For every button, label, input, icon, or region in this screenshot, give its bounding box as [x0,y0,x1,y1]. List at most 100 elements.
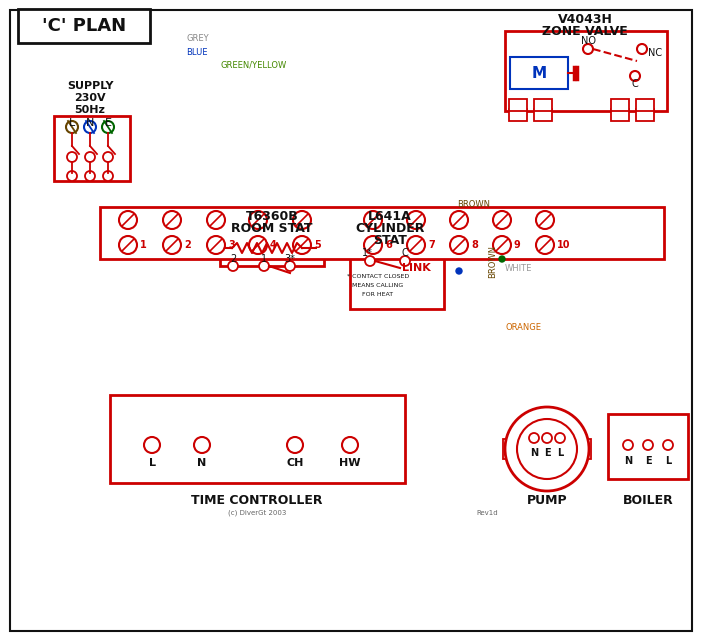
Text: 10: 10 [557,240,571,250]
Text: 8: 8 [471,240,478,250]
Text: 1: 1 [261,254,267,264]
Circle shape [66,121,78,133]
Text: TIME CONTROLLER: TIME CONTROLLER [191,494,323,508]
Text: 9: 9 [514,240,521,250]
Bar [534,109,552,121]
Bar [509,109,527,121]
Circle shape [407,236,425,254]
Bar [110,395,405,483]
Text: HW: HW [339,458,361,468]
Circle shape [293,211,311,229]
Bar [611,109,629,121]
Text: N: N [197,458,206,468]
Circle shape [103,171,113,181]
Circle shape [583,44,593,54]
Text: 2: 2 [230,254,236,264]
Circle shape [67,152,77,162]
Circle shape [450,236,468,254]
Text: C: C [632,79,638,89]
Text: * CONTACT CLOSED: * CONTACT CLOSED [347,274,409,278]
Text: SUPPLY: SUPPLY [67,81,113,91]
Text: N: N [530,448,538,458]
Text: NC: NC [648,48,662,58]
Text: 1*: 1* [362,248,373,258]
Text: M: M [531,65,547,81]
Circle shape [364,236,382,254]
Text: E: E [105,118,112,128]
Text: GREY: GREY [186,33,208,42]
Bar [608,414,688,479]
Bar [636,99,654,111]
Text: BOILER: BOILER [623,494,673,508]
Bar [505,31,667,111]
Text: BROWN: BROWN [457,200,490,209]
Bar [510,57,568,89]
Circle shape [287,437,303,453]
Text: L: L [665,456,671,466]
Circle shape [623,440,633,450]
Circle shape [630,71,640,81]
Circle shape [555,433,565,443]
Circle shape [529,433,539,443]
Circle shape [84,121,96,133]
Text: LINK: LINK [402,263,430,273]
Circle shape [119,211,137,229]
Circle shape [365,256,375,266]
Circle shape [499,256,505,262]
Text: WHITE: WHITE [505,263,532,272]
Bar [611,99,629,111]
Text: N: N [86,118,94,128]
Text: ROOM STAT: ROOM STAT [231,222,313,235]
Text: (c) DiverGt 2003: (c) DiverGt 2003 [228,510,286,516]
Bar [636,109,654,121]
Circle shape [456,268,462,274]
Text: 'C' PLAN: 'C' PLAN [42,17,126,35]
Bar [54,116,130,181]
Circle shape [85,171,95,181]
Text: PUMP: PUMP [526,494,567,508]
Circle shape [259,261,269,271]
Text: 7: 7 [428,240,435,250]
Text: C: C [402,248,409,258]
Text: 3*: 3* [284,254,296,264]
Text: T6360B: T6360B [246,210,298,222]
Circle shape [663,440,673,450]
Circle shape [119,236,137,254]
Text: N: N [624,456,632,466]
Text: FOR HEAT: FOR HEAT [362,292,394,297]
Circle shape [228,261,238,271]
Bar [509,99,527,111]
Text: NO: NO [581,36,595,46]
Circle shape [493,211,511,229]
Bar [503,439,517,459]
Text: 5: 5 [314,240,321,250]
Text: BLUE: BLUE [186,47,208,56]
Text: Rev1d: Rev1d [476,510,498,516]
Circle shape [293,236,311,254]
Bar [534,99,552,111]
Text: 1: 1 [140,240,147,250]
Circle shape [163,236,181,254]
Circle shape [144,437,160,453]
Circle shape [637,44,647,54]
Text: V4043H: V4043H [557,13,612,26]
Circle shape [517,419,577,479]
Circle shape [542,433,552,443]
Text: STAT: STAT [373,233,407,247]
Text: E: E [543,448,550,458]
Bar [220,228,324,266]
Text: L641A: L641A [368,210,412,222]
Circle shape [67,171,77,181]
Bar [100,207,664,259]
Circle shape [493,236,511,254]
Text: 4: 4 [270,240,277,250]
Circle shape [163,211,181,229]
Text: 50Hz: 50Hz [74,105,105,115]
Circle shape [400,256,410,266]
Text: E: E [644,456,651,466]
Bar [577,439,591,459]
Text: L: L [557,448,563,458]
Circle shape [643,440,653,450]
Text: GREEN/YELLOW: GREEN/YELLOW [220,60,286,69]
Circle shape [249,211,267,229]
